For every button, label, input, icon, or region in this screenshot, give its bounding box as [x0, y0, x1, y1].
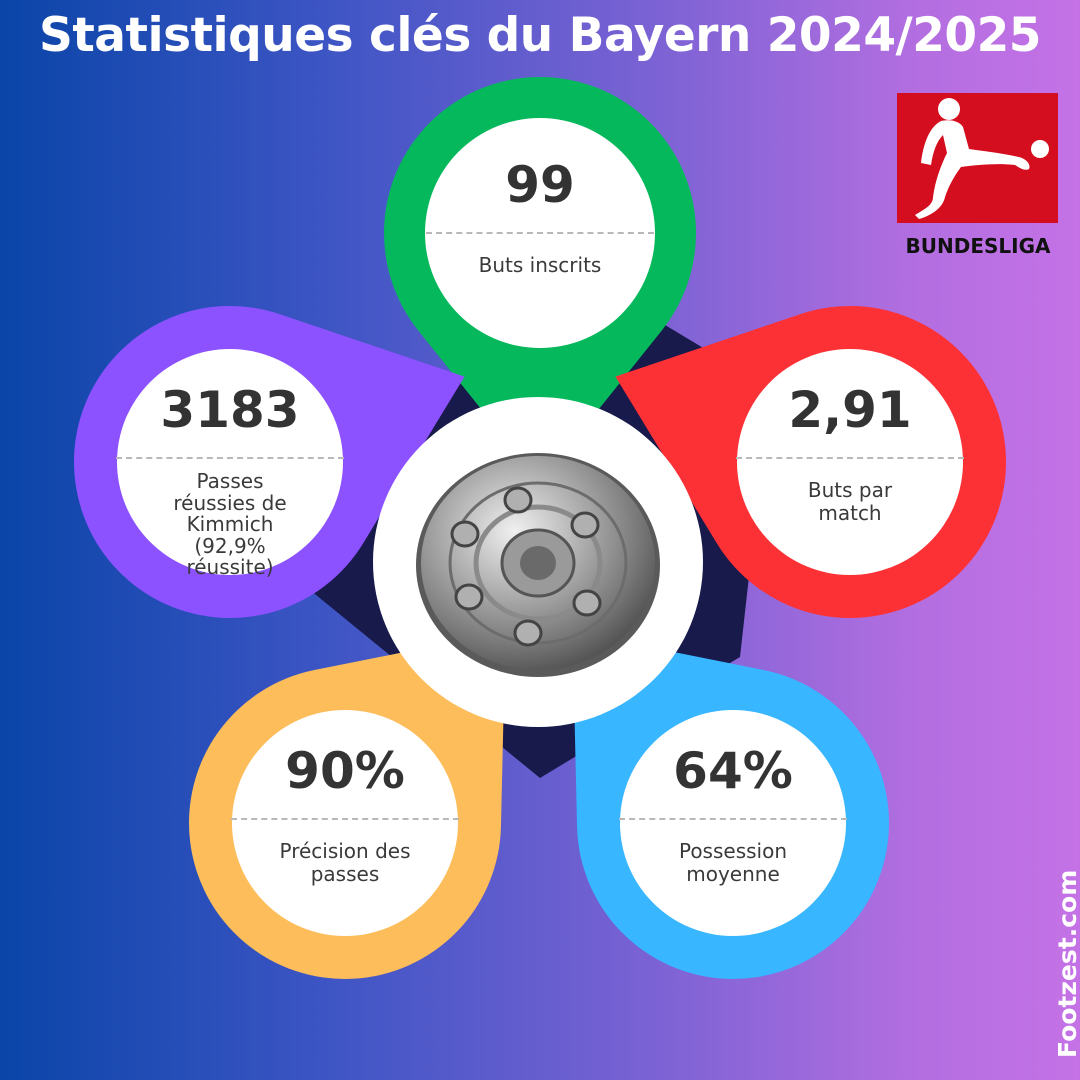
stat-label: Précision des passes	[279, 839, 411, 886]
bundesliga-wordmark: BUNDESLIGA	[905, 234, 1051, 258]
stat-value: 90%	[285, 742, 405, 800]
stat-label: Buts par match	[807, 478, 893, 525]
stat-divider	[736, 457, 964, 459]
stat-value: 3183	[160, 381, 300, 439]
stat-card-kimmich-passes: 3183 Passes réussies de Kimmich (92,9% ré…	[116, 349, 344, 578]
footzest-watermark: Footzest.com	[1053, 869, 1080, 1058]
stat-value: 99	[505, 156, 575, 214]
stat-label: Passes réussies de Kimmich (92,9% réussi…	[173, 469, 287, 580]
bundesliga-player-icon	[915, 98, 1049, 219]
stat-value: 2,91	[788, 381, 912, 439]
stat-divider	[426, 232, 654, 234]
trophy-circle	[373, 397, 703, 727]
stat-card-goals-per-match: 2,91 Buts par match	[736, 349, 964, 575]
stat-label: Buts inscrits	[478, 253, 602, 277]
meisterschale-trophy-icon	[416, 453, 660, 677]
bundesliga-logo	[897, 93, 1058, 223]
stat-divider	[116, 457, 344, 459]
stat-card-pass-accuracy: 90% Précision des passes	[231, 710, 459, 936]
stat-divider	[619, 818, 847, 820]
stat-label: Possession moyenne	[678, 839, 788, 886]
stat-value: 64%	[673, 742, 793, 800]
stat-divider	[231, 818, 459, 820]
stat-card-possession: 64% Possession moyenne	[619, 710, 847, 936]
stat-card-goals: 99 Buts inscrits	[425, 118, 655, 348]
page-title: Statistiques clés du Bayern 2024/2025	[38, 8, 1042, 63]
